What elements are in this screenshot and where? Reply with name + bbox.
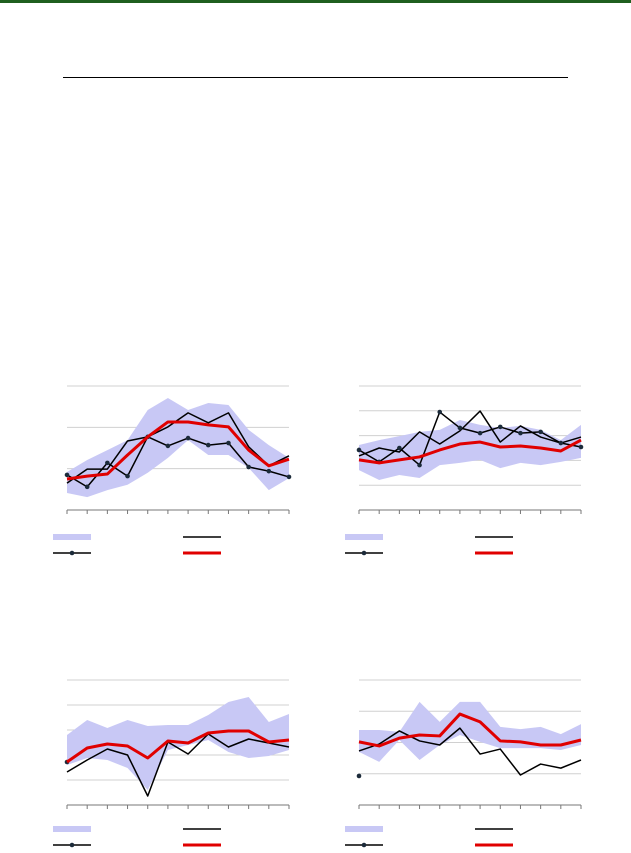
range-band <box>359 419 581 480</box>
point-marker <box>356 773 362 779</box>
point-marker <box>538 429 543 435</box>
point-marker <box>497 424 503 430</box>
series-line <box>66 436 290 488</box>
point-marker <box>226 440 231 446</box>
point-marker <box>205 442 211 448</box>
legend-marker <box>69 842 75 848</box>
point-marker <box>578 444 584 450</box>
top-bar <box>0 0 631 3</box>
point-marker <box>518 430 523 436</box>
point-marker <box>246 464 251 470</box>
legend-marker <box>69 550 75 556</box>
point-marker <box>457 425 463 431</box>
series-line <box>358 727 582 776</box>
point-marker <box>558 440 564 446</box>
legend-swatch <box>53 826 91 832</box>
series-line <box>66 420 290 481</box>
legend-marker <box>361 550 367 556</box>
series-line <box>66 729 290 764</box>
series-line <box>66 733 290 797</box>
point-marker <box>84 484 90 490</box>
point-marker <box>437 409 443 415</box>
range-band <box>359 701 581 762</box>
legend-swatch <box>53 534 91 540</box>
series-line <box>66 412 290 484</box>
point-marker <box>125 473 130 479</box>
point-marker <box>417 462 422 468</box>
legend-swatch <box>345 826 383 832</box>
point-marker <box>165 443 171 449</box>
point-marker <box>477 430 483 436</box>
point-marker <box>397 445 402 451</box>
legend-marker <box>361 842 367 848</box>
series-line <box>358 411 582 466</box>
point-marker <box>286 474 292 480</box>
point-marker <box>266 468 272 474</box>
series-line <box>358 712 582 748</box>
point-marker <box>64 472 70 478</box>
point-marker <box>356 447 362 453</box>
series-line <box>358 410 582 457</box>
point-marker <box>185 435 191 441</box>
series-line <box>358 438 582 465</box>
point-marker <box>105 460 110 466</box>
range-band <box>67 397 289 498</box>
legend-swatch <box>345 534 383 540</box>
